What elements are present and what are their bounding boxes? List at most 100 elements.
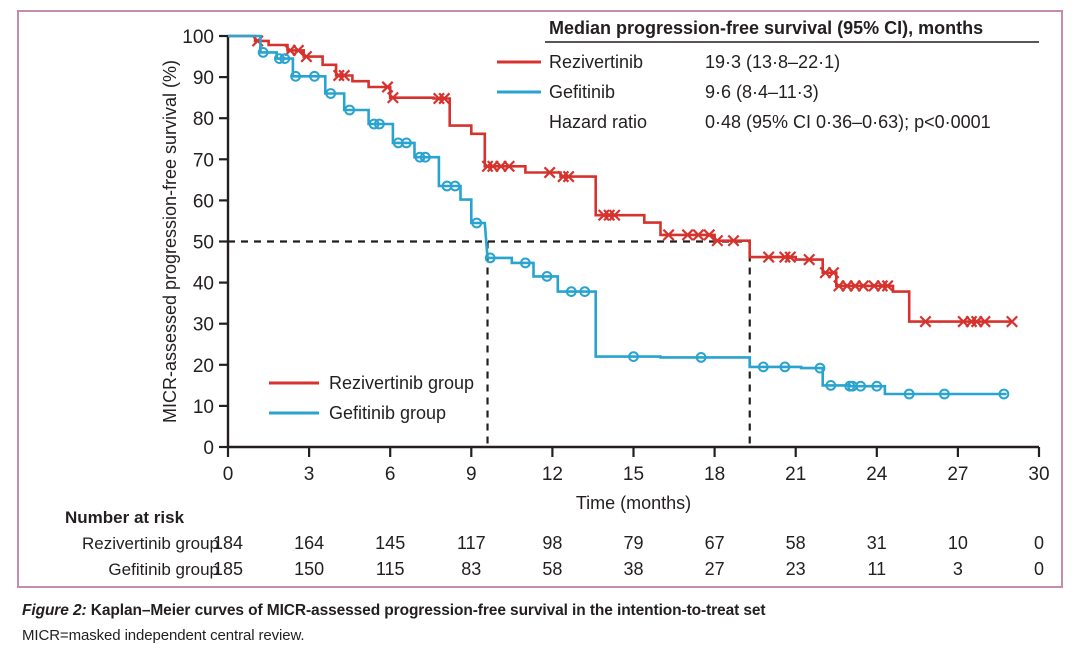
censor-mark-gefitinib-18 [541,271,553,282]
risk-row-label-0: Rezivertinib group [82,534,219,553]
censor-mark-gefitinib-25 [814,362,826,374]
survival-curve-gefitinib [228,34,1007,396]
censor-mark-gefitinib-26 [825,380,837,391]
censor-mark-rezivertinib-9 [438,92,451,105]
figure-title-text: Kaplan–Meier curves of MICR-assessed pro… [86,602,766,619]
risk-table-title: Number at risk [65,508,185,527]
x-tick-label-6: 6 [385,464,396,485]
figure-number-label: Figure 2: [22,602,87,619]
x-axis-title: Time (months) [576,493,691,513]
figure-bordered-panel: 0 10 20 30 40 50 60 70 80 90 100 0 3 6 9 12 15 18 21 24 27 30… [17,10,1063,588]
censor-mark-rezivertinib-7 [386,91,399,104]
censor-mark-gefitinib-29 [855,380,866,392]
censor-mark-rezivertinib-14 [543,166,556,179]
censor-mark-rezivertinib-5 [338,69,351,82]
risk-value-0-7: 58 [786,533,806,553]
x-tick-label-12: 12 [542,464,563,485]
censor-mark-gefitinib-1 [274,53,285,64]
stats-legend-header: Median progression-free survival (95% CI… [549,18,983,38]
risk-value-0-4: 98 [542,533,562,553]
censor-mark-gefitinib-20 [579,286,591,298]
censor-mark-gefitinib-6 [344,104,356,116]
censor-mark-rezivertinib-2 [292,44,305,57]
x-tick-label-30: 30 [1028,464,1049,485]
censor-mark-rezivertinib-26 [762,251,775,264]
caption-footnote: MICR=masked independent central review. [22,627,305,645]
censor-mark-gefitinib-3 [290,70,302,82]
stats-legend-name-2: Hazard ratio [549,112,647,132]
plot-legend-label-1: Gefitinib group [329,403,446,423]
y-axis-title: MICR-assessed progression-free survival … [160,60,180,423]
y-tick-label-80: 80 [193,109,214,130]
risk-value-1-5: 38 [623,559,643,579]
risk-value-1-2: 115 [376,559,405,579]
x-tick-label-9: 9 [466,464,477,485]
caption-title-line: Figure 2: Kaplan–Meier curves of MICR-as… [22,600,1062,622]
y-tick-label-30: 30 [193,315,214,336]
stats-legend-value-2: 0·48 (95% CI 0·36–0·63); p<0·0001 [705,112,991,132]
risk-value-0-0: 184 [213,533,243,553]
censor-mark-rezivertinib-21 [681,228,694,241]
risk-value-0-10: 0 [1034,533,1044,553]
censor-mark-rezivertinib-3 [300,50,313,63]
censor-mark-rezivertinib-23 [703,228,716,241]
risk-value-1-10: 0 [1034,559,1044,579]
risk-value-0-6: 67 [705,533,725,553]
censor-mark-gefitinib-5 [325,88,337,99]
risk-value-1-9: 3 [953,559,963,579]
risk-value-1-4: 58 [542,559,562,579]
stats-legend-value-0: 19·3 (13·8–22·1) [705,52,840,72]
censor-mark-rezivertinib-16 [562,170,575,183]
censor-mark-gefitinib-15 [471,217,483,229]
stats-legend-value-1: 9·6 (8·4–11·3) [705,82,819,102]
censor-mark-rezivertinib-19 [608,209,621,222]
censor-mark-gefitinib-10 [401,137,412,149]
censor-mark-gefitinib-16 [484,252,496,264]
risk-value-0-3: 117 [457,533,486,553]
plot-legend-label-0: Rezivertinib group [329,373,474,393]
censor-mark-gefitinib-33 [998,388,1010,400]
x-tick-label-27: 27 [947,464,968,485]
y-tick-label-10: 10 [193,397,214,418]
censor-mark-rezivertinib-24 [711,234,724,247]
y-tick-label-100: 100 [182,27,214,48]
survival-curve-rezivertinib [228,34,1012,323]
y-tick-label-90: 90 [193,68,214,89]
censor-mark-gefitinib-32 [939,388,950,400]
censor-mark-gefitinib-12 [419,151,431,163]
censor-mark-gefitinib-30 [871,380,883,392]
censor-mark-rezivertinib-28 [784,251,797,264]
y-tick-label-20: 20 [193,356,214,377]
y-tick-label-0: 0 [203,438,214,459]
risk-row-label-1: Gefitinib group [108,560,219,579]
censor-mark-gefitinib-8 [374,118,385,130]
censor-mark-rezivertinib-44 [1006,315,1018,328]
risk-value-1-0: 185 [213,559,243,579]
y-tick-label-40: 40 [193,274,214,295]
censor-mark-rezivertinib-6 [381,81,394,93]
stats-legend-name-1: Gefitinib [549,82,615,102]
risk-value-0-5: 79 [623,533,643,553]
x-tick-label-21: 21 [785,464,806,485]
censor-mark-rezivertinib-20 [662,228,675,241]
censor-mark-gefitinib-11 [414,151,426,163]
y-tick-label-50: 50 [193,233,214,254]
x-tick-label-18: 18 [704,464,725,485]
censor-mark-gefitinib-22 [695,352,707,363]
censor-mark-rezivertinib-13 [503,160,516,173]
risk-value-1-3: 83 [461,559,481,579]
risk-value-1-6: 27 [705,559,725,579]
censor-mark-gefitinib-24 [779,361,791,373]
risk-value-1-7: 23 [786,559,806,579]
y-tick-label-60: 60 [193,191,214,212]
censor-mark-rezivertinib-35 [857,279,870,292]
censor-mark-gefitinib-7 [368,118,380,130]
censor-mark-gefitinib-23 [757,361,769,373]
censor-mark-gefitinib-21 [628,351,639,363]
censor-mark-rezivertinib-29 [803,253,816,266]
censor-mark-gefitinib-4 [309,70,320,82]
censor-mark-gefitinib-17 [520,257,531,269]
censor-mark-gefitinib-19 [565,286,577,298]
